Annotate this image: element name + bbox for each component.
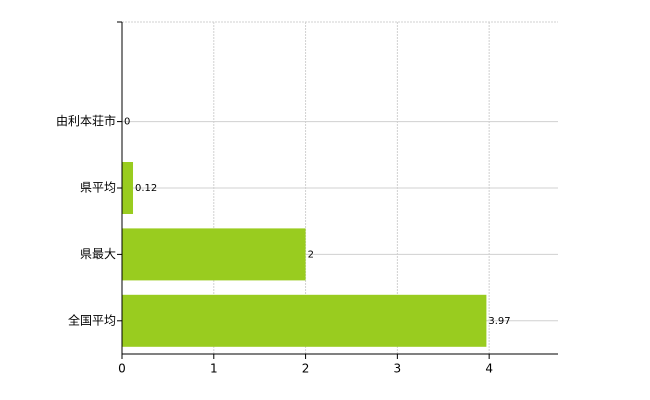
y-tick-label: 県平均 [80, 181, 116, 195]
y-tick-label: 由利本荘市 [56, 113, 116, 128]
value-label: 3.97 [488, 316, 510, 327]
bar [122, 162, 134, 214]
value-label: 0 [124, 117, 130, 128]
x-tick-label: 2 [302, 362, 310, 376]
value-label: 2 [308, 249, 314, 260]
x-tick-label: 1 [210, 362, 218, 376]
x-tick-label: 0 [118, 362, 126, 376]
y-tick-label: 県最大 [80, 247, 116, 261]
bar [122, 228, 306, 281]
bar [122, 294, 487, 347]
x-tick-label: 4 [485, 362, 493, 376]
x-tick-label: 3 [394, 362, 402, 376]
y-tick-label: 全国平均 [68, 312, 116, 327]
value-label: 0.12 [135, 183, 157, 194]
